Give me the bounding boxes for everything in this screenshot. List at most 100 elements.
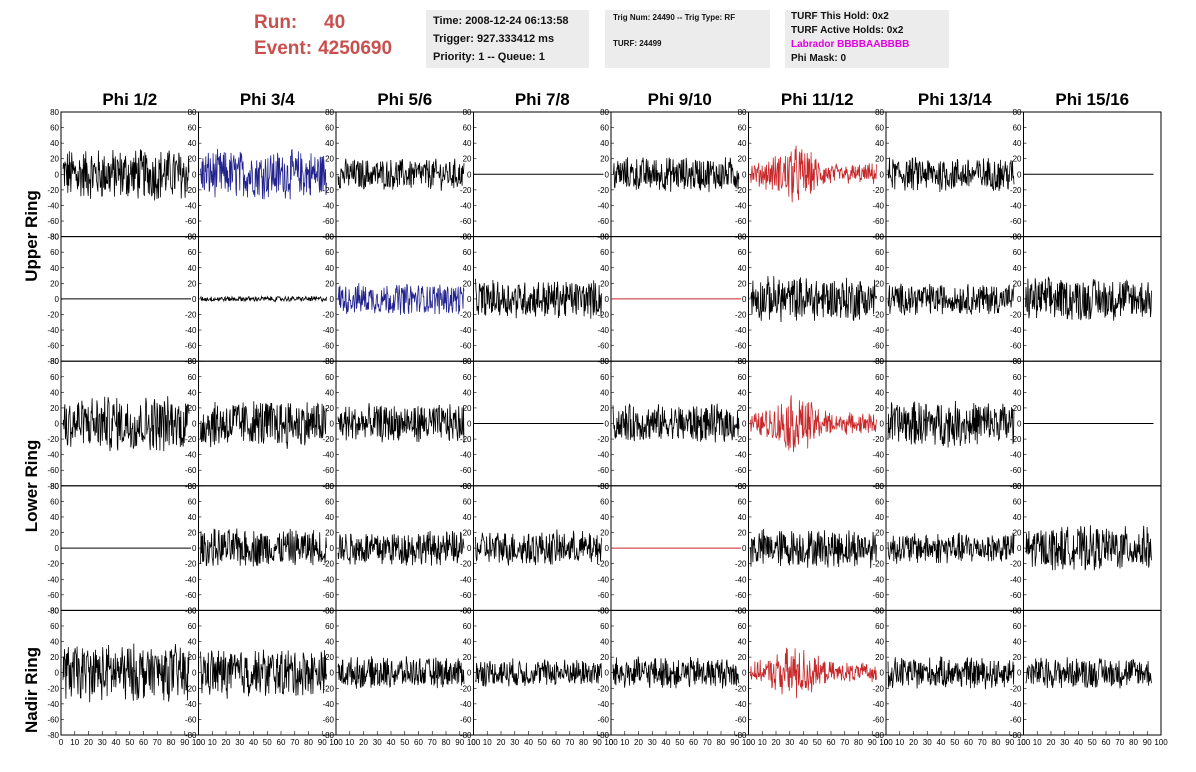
x-tick-label: 90 (730, 738, 739, 747)
y-tick-label: 40 (325, 638, 334, 647)
y-tick-label: 60 (463, 622, 472, 631)
y-tick-label: 60 (1013, 622, 1022, 631)
y-tick-label: 60 (875, 497, 884, 506)
x-tick-label: 100 (879, 738, 893, 747)
time-text: Time: 2008-12-24 06:13:58 (433, 15, 569, 27)
y-tick-label: 80 (463, 482, 472, 491)
waveform-trace (200, 148, 327, 200)
y-tick-label: 0 (330, 544, 335, 553)
x-tick-label: 10 (483, 738, 492, 747)
x-tick-label: 40 (112, 738, 121, 747)
y-tick-label: -80 (460, 357, 472, 366)
y-tick-label: 60 (325, 497, 334, 506)
waveform-trace (337, 656, 465, 689)
waveform-trace (612, 157, 740, 193)
y-tick-label: 40 (1013, 513, 1022, 522)
y-tick-label: -40 (322, 700, 334, 709)
y-tick-label: 80 (875, 233, 884, 242)
turf-hold-text: TURF This Hold: 0x2 (791, 11, 889, 22)
y-tick-label: 40 (738, 638, 747, 647)
x-tick-label: 100 (467, 738, 481, 747)
y-tick-label: -20 (872, 310, 884, 319)
x-tick-label: 20 (497, 738, 506, 747)
y-tick-label: 0 (330, 295, 335, 304)
y-tick-label: 60 (188, 497, 197, 506)
y-tick-label: -40 (735, 575, 747, 584)
y-tick-label: 80 (188, 606, 197, 615)
y-tick-label: -60 (47, 466, 59, 475)
y-tick-label: -40 (460, 451, 472, 460)
y-tick-label: 40 (188, 638, 197, 647)
y-tick-label: -60 (1010, 466, 1022, 475)
y-tick-label: -60 (735, 715, 747, 724)
y-tick-label: -60 (460, 715, 472, 724)
trigger-info-box: Trig Num: 24490 -- Trig Type: RF TURF: 2… (605, 10, 770, 68)
x-tick-label: 90 (868, 738, 877, 747)
y-tick-label: -60 (872, 715, 884, 724)
y-tick-label: 40 (325, 513, 334, 522)
waveform-trace (887, 532, 1015, 564)
y-tick-label: 20 (50, 653, 59, 662)
x-tick-label: 90 (318, 738, 327, 747)
x-tick-label: 80 (579, 738, 588, 747)
y-tick-label: -80 (185, 731, 197, 740)
x-tick-label: 30 (98, 738, 107, 747)
y-tick-label: 20 (1013, 404, 1022, 413)
x-tick-label: 30 (648, 738, 657, 747)
y-tick-label: -80 (47, 482, 59, 491)
waveform-trace (612, 656, 740, 689)
x-tick-label: 70 (978, 738, 987, 747)
waveform-trace (62, 149, 190, 201)
y-tick-label: 0 (1017, 544, 1022, 553)
y-tick-label: 60 (50, 373, 59, 382)
y-tick-label: -20 (322, 435, 334, 444)
y-tick-label: 0 (467, 170, 472, 179)
y-tick-label: -60 (322, 715, 334, 724)
y-tick-label: 20 (875, 529, 884, 538)
x-tick-label: 70 (1115, 738, 1124, 747)
y-tick-label: 20 (875, 279, 884, 288)
y-tick-label: -20 (872, 684, 884, 693)
y-tick-label: 80 (463, 357, 472, 366)
y-tick-label: -60 (597, 466, 609, 475)
y-tick-label: 80 (875, 357, 884, 366)
y-tick-label: 20 (463, 653, 472, 662)
y-tick-label: -80 (872, 357, 884, 366)
y-tick-label: -20 (322, 684, 334, 693)
y-tick-label: -40 (322, 575, 334, 584)
waveform-trace (887, 157, 1015, 193)
y-tick-label: -20 (47, 435, 59, 444)
y-tick-label: 40 (1013, 388, 1022, 397)
y-tick-label: 80 (600, 606, 609, 615)
y-tick-label: -80 (185, 606, 197, 615)
y-tick-label: 0 (605, 544, 610, 553)
y-tick-label: 60 (1013, 497, 1022, 506)
y-tick-label: -60 (1010, 217, 1022, 226)
y-tick-label: 80 (188, 108, 197, 117)
y-tick-label: 80 (325, 482, 334, 491)
y-tick-label: -20 (1010, 186, 1022, 195)
y-tick-label: -40 (47, 700, 59, 709)
waveform-trace (475, 658, 602, 687)
y-tick-label: -20 (872, 560, 884, 569)
y-tick-label: 20 (875, 155, 884, 164)
y-tick-label: -40 (460, 201, 472, 210)
turf-num-text: TURF: 24499 (613, 39, 662, 48)
y-tick-label: 40 (50, 264, 59, 273)
y-tick-label: 80 (738, 357, 747, 366)
y-tick-label: 80 (738, 108, 747, 117)
y-tick-label: 0 (192, 420, 197, 429)
x-tick-label: 60 (139, 738, 148, 747)
x-tick-label: 80 (167, 738, 176, 747)
y-tick-label: 60 (188, 622, 197, 631)
y-tick-label: -80 (735, 606, 747, 615)
y-tick-label: -80 (872, 233, 884, 242)
waveform-trace (200, 295, 327, 303)
y-tick-label: -60 (322, 591, 334, 600)
turf-active-text: TURF Active Holds: 0x2 (791, 25, 904, 36)
y-tick-label: -40 (322, 451, 334, 460)
y-tick-label: 0 (55, 669, 60, 678)
y-tick-label: -20 (322, 310, 334, 319)
y-tick-label: 60 (463, 373, 472, 382)
y-tick-label: -20 (185, 435, 197, 444)
